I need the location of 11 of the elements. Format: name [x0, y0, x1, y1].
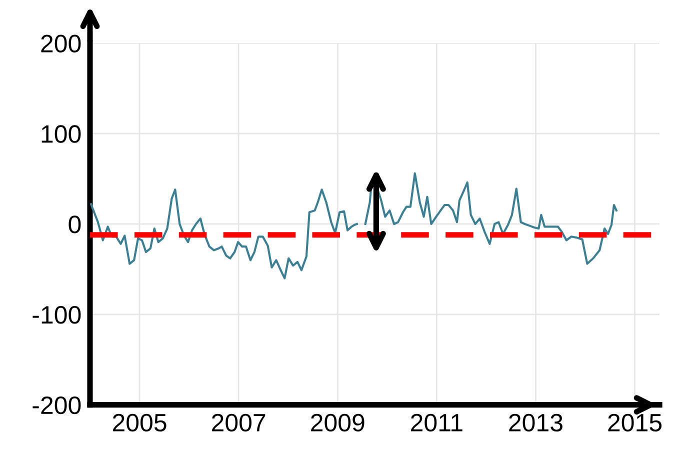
y-tick-label: -100	[32, 306, 81, 324]
x-tick-label: 2013	[509, 414, 562, 432]
y-tick-label: 200	[41, 34, 81, 52]
x-tick-label: 2015	[608, 414, 662, 432]
y-tick-label: -200	[32, 396, 81, 414]
x-tick-label: 2005	[112, 414, 166, 432]
y-tick-label: 100	[42, 125, 81, 143]
x-tick-label: 2011	[411, 414, 462, 432]
y-tick-label: 0	[68, 216, 81, 234]
x-tick-label: 2009	[311, 414, 364, 432]
x-tick-label: 2007	[212, 414, 266, 432]
